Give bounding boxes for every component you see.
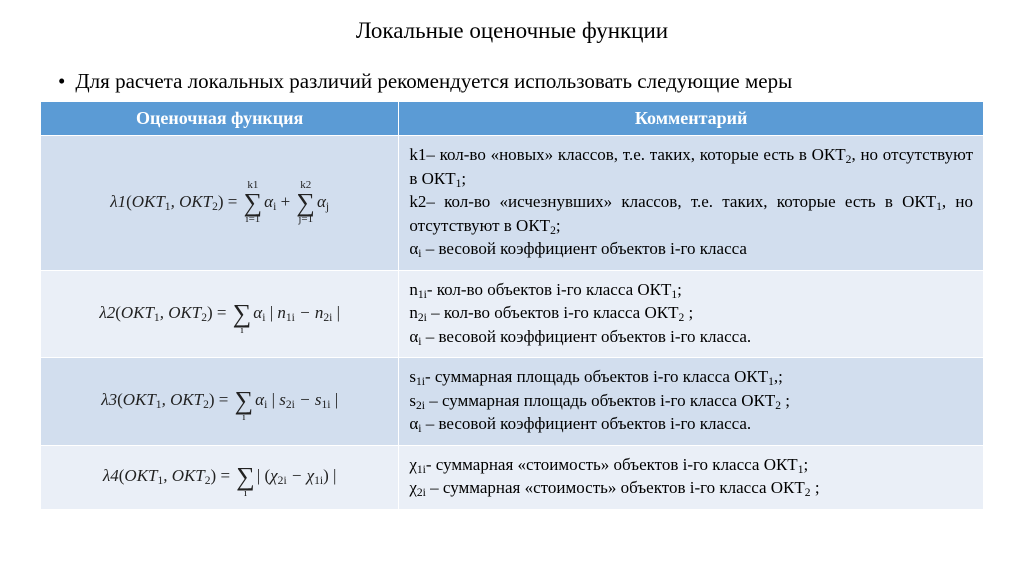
evaluation-table: Оценочная функция Комментарий λ1(ОКТ1, О…: [40, 101, 984, 509]
col-header-comment: Комментарий: [399, 102, 984, 136]
formula-cell: λ1(ОКТ1, ОКТ2) = k1∑i=1αi + k2∑j=1αj: [41, 136, 399, 270]
table-header-row: Оценочная функция Комментарий: [41, 102, 984, 136]
bullet-text: Для расчета локальных различий рекоменду…: [75, 68, 792, 95]
table-row: λ2(ОКТ1, ОКТ2) = ∑iαi | n1i − n2i |n1i- …: [41, 270, 984, 357]
comment-cell: k1– кол-во «новых» классов, т.е. таких, …: [399, 136, 984, 270]
slide-root: Локальные оценочные функции • Для расчет…: [0, 0, 1024, 530]
table-row: λ4(ОКТ1, ОКТ2) = ∑i| (χ2i − χ1i) |χ1i- с…: [41, 445, 984, 509]
formula-cell: λ3(ОКТ1, ОКТ2) = ∑iαi | s2i − s1i |: [41, 358, 399, 445]
formula-cell: λ2(ОКТ1, ОКТ2) = ∑iαi | n1i − n2i |: [41, 270, 399, 357]
formula-cell: λ4(ОКТ1, ОКТ2) = ∑i| (χ2i − χ1i) |: [41, 445, 399, 509]
comment-cell: n1i- кол-во объектов i-го класса ОКТ1;n2…: [399, 270, 984, 357]
comment-cell: χ1i- суммарная «стоимость» объектов i-го…: [399, 445, 984, 509]
col-header-function: Оценочная функция: [41, 102, 399, 136]
table-row: λ3(ОКТ1, ОКТ2) = ∑iαi | s2i − s1i |s1i- …: [41, 358, 984, 445]
comment-cell: s1i- суммарная площадь объектов i-го кла…: [399, 358, 984, 445]
table-row: λ1(ОКТ1, ОКТ2) = k1∑i=1αi + k2∑j=1αjk1– …: [41, 136, 984, 270]
page-title: Локальные оценочные функции: [40, 18, 984, 44]
bullet-item: • Для расчета локальных различий рекомен…: [58, 68, 984, 95]
bullet-marker-icon: •: [58, 68, 65, 95]
